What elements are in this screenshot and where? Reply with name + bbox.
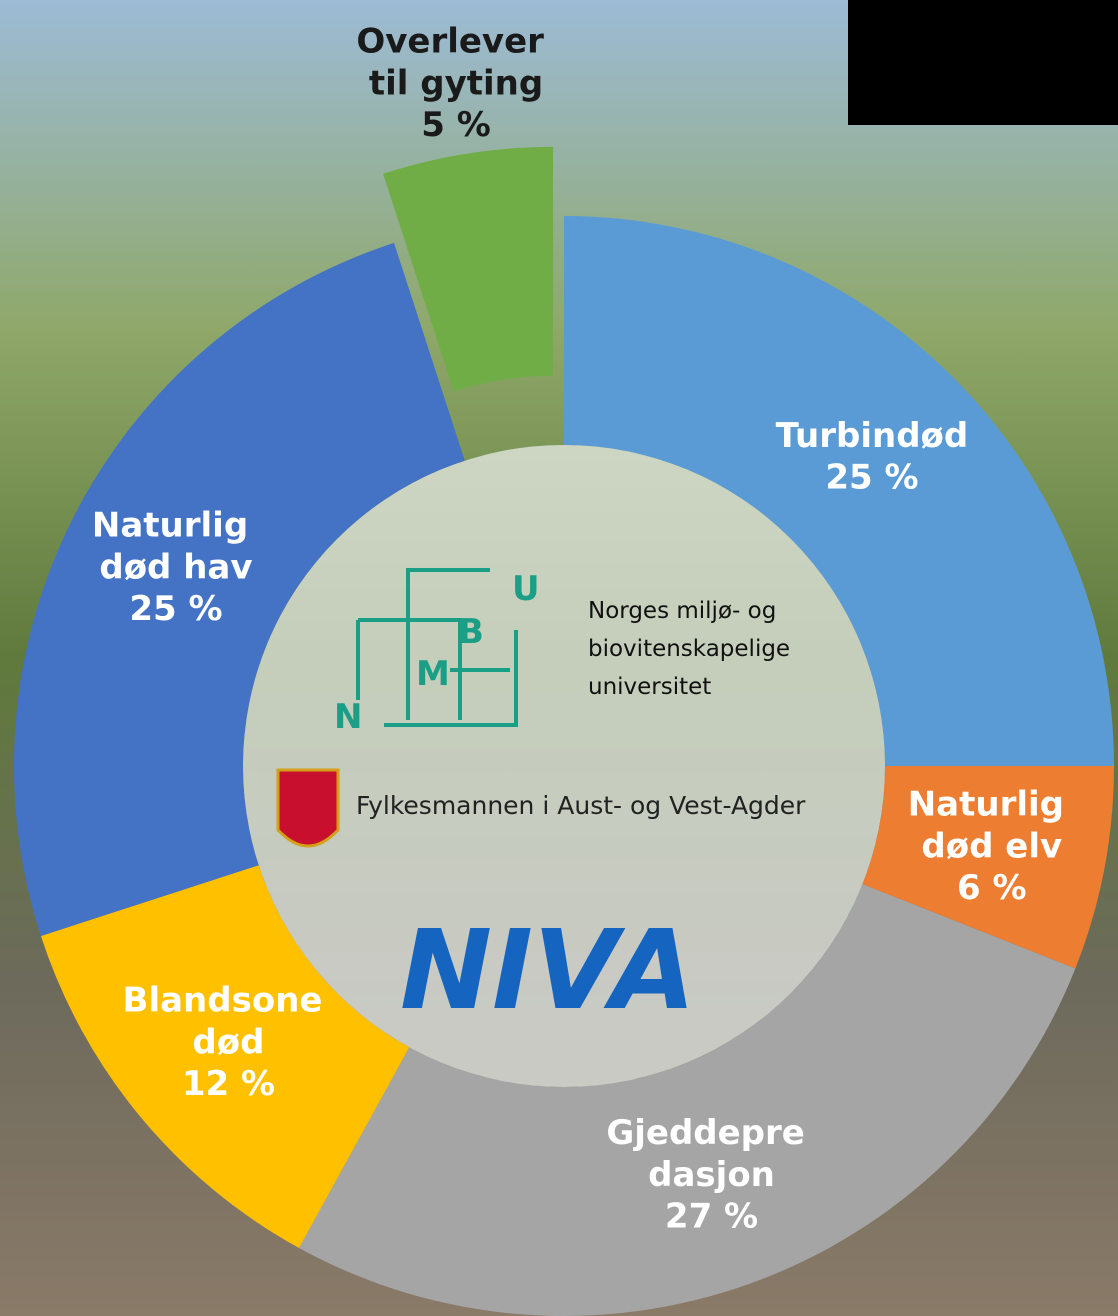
logo-text: biovitenskapelige [588, 636, 790, 662]
chart: N M B U Norges miljø- og biovitenskapeli… [0, 0, 1118, 1316]
logo-text: universitet [588, 674, 711, 700]
slice-label: Turbindød [776, 416, 969, 456]
value-label: 5 % [421, 105, 491, 145]
title-box [848, 0, 1118, 125]
logo-letter: B [458, 612, 484, 652]
logo-letter: U [512, 569, 540, 609]
logo-letter: N [334, 697, 362, 737]
logo-text: Norges miljø- og [588, 598, 776, 624]
value-label: 27 % [665, 1196, 758, 1236]
value-label: 12 % [182, 1064, 275, 1104]
coat-of-arms [278, 770, 338, 846]
niva-logo: NIVA [400, 906, 696, 1034]
value-label: 6 % [957, 868, 1027, 908]
value-label: 25 % [825, 458, 918, 498]
value-label: 25 % [129, 589, 222, 629]
logo-text: Fylkesmannen i Aust- og Vest-Agder [356, 791, 806, 820]
logo-letter: M [416, 654, 450, 694]
page: N M B U Norges miljø- og biovitenskapeli… [0, 0, 1118, 1316]
